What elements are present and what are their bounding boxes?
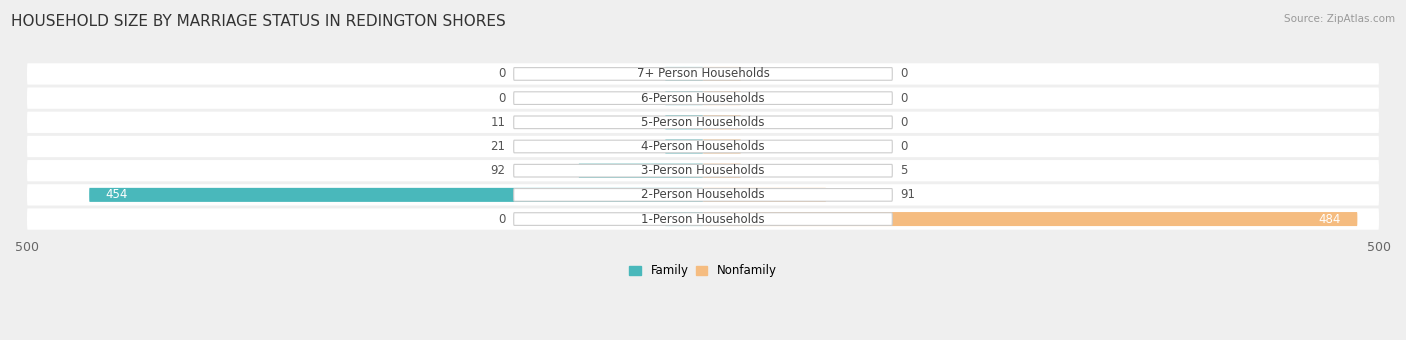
FancyBboxPatch shape	[513, 92, 893, 104]
FancyBboxPatch shape	[27, 208, 1379, 230]
FancyBboxPatch shape	[513, 68, 893, 80]
Legend: Family, Nonfamily: Family, Nonfamily	[624, 260, 782, 282]
Text: 454: 454	[105, 188, 128, 201]
FancyBboxPatch shape	[665, 115, 703, 129]
Text: Source: ZipAtlas.com: Source: ZipAtlas.com	[1284, 14, 1395, 23]
Text: 1-Person Households: 1-Person Households	[641, 212, 765, 225]
Text: 92: 92	[491, 164, 506, 177]
Text: 4-Person Households: 4-Person Households	[641, 140, 765, 153]
FancyBboxPatch shape	[703, 115, 741, 129]
Text: 6-Person Households: 6-Person Households	[641, 91, 765, 105]
Text: 21: 21	[491, 140, 506, 153]
FancyBboxPatch shape	[703, 91, 741, 105]
Text: 0: 0	[900, 91, 908, 105]
Text: 0: 0	[900, 67, 908, 81]
Text: 0: 0	[498, 212, 506, 225]
FancyBboxPatch shape	[27, 112, 1379, 133]
FancyBboxPatch shape	[579, 164, 703, 178]
FancyBboxPatch shape	[27, 184, 1379, 205]
FancyBboxPatch shape	[703, 67, 741, 81]
FancyBboxPatch shape	[89, 188, 703, 202]
Text: 7+ Person Households: 7+ Person Households	[637, 67, 769, 81]
FancyBboxPatch shape	[27, 87, 1379, 109]
Text: 484: 484	[1319, 212, 1341, 225]
FancyBboxPatch shape	[513, 189, 893, 201]
Text: 0: 0	[498, 67, 506, 81]
FancyBboxPatch shape	[665, 139, 703, 154]
FancyBboxPatch shape	[703, 139, 741, 154]
Text: 0: 0	[498, 91, 506, 105]
FancyBboxPatch shape	[513, 140, 893, 153]
FancyBboxPatch shape	[703, 212, 1357, 226]
FancyBboxPatch shape	[703, 188, 827, 202]
Text: 0: 0	[900, 116, 908, 129]
Text: 2-Person Households: 2-Person Households	[641, 188, 765, 201]
FancyBboxPatch shape	[665, 91, 703, 105]
FancyBboxPatch shape	[27, 63, 1379, 85]
FancyBboxPatch shape	[665, 212, 703, 226]
FancyBboxPatch shape	[27, 160, 1379, 181]
Text: 11: 11	[491, 116, 506, 129]
Text: 5-Person Households: 5-Person Households	[641, 116, 765, 129]
Text: 91: 91	[900, 188, 915, 201]
Text: 3-Person Households: 3-Person Households	[641, 164, 765, 177]
FancyBboxPatch shape	[703, 164, 741, 178]
FancyBboxPatch shape	[513, 116, 893, 129]
Text: HOUSEHOLD SIZE BY MARRIAGE STATUS IN REDINGTON SHORES: HOUSEHOLD SIZE BY MARRIAGE STATUS IN RED…	[11, 14, 506, 29]
FancyBboxPatch shape	[513, 164, 893, 177]
FancyBboxPatch shape	[665, 67, 703, 81]
FancyBboxPatch shape	[27, 136, 1379, 157]
FancyBboxPatch shape	[513, 213, 893, 225]
Text: 0: 0	[900, 140, 908, 153]
Text: 5: 5	[900, 164, 908, 177]
